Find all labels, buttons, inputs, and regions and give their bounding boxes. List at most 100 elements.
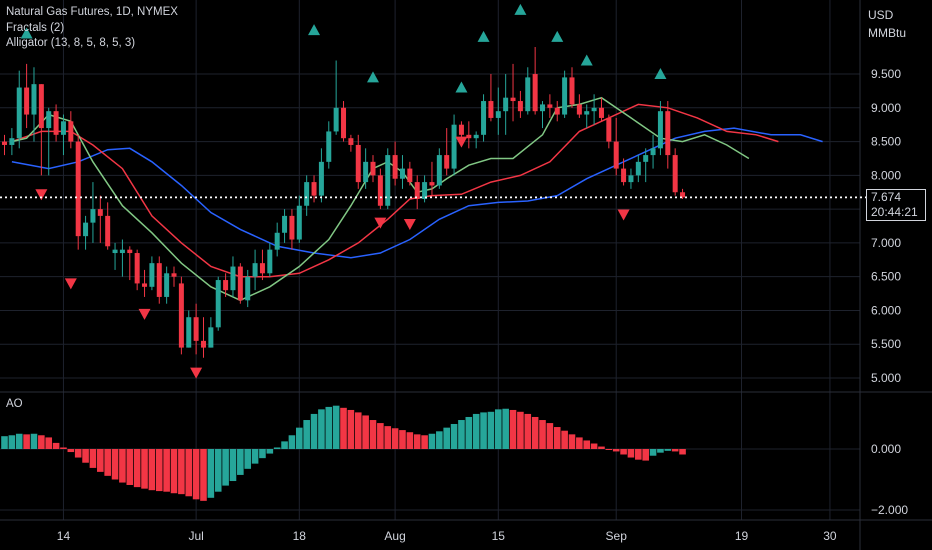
fractal-up-marker — [551, 30, 564, 42]
ao-histogram-bar — [296, 427, 303, 449]
candle-body — [215, 280, 221, 328]
candle-body — [540, 104, 546, 112]
fractal-down-marker — [190, 367, 203, 379]
ao-histogram-bar — [487, 411, 495, 449]
unit-label: MMBtu — [868, 26, 907, 40]
ao-histogram-bar — [340, 407, 347, 449]
ao-histogram-bar — [104, 449, 111, 476]
candle-body — [53, 111, 59, 135]
candle-body — [554, 107, 560, 115]
candle-body — [510, 97, 516, 102]
ao-histogram-bar — [399, 430, 406, 449]
candle-body — [259, 263, 265, 274]
fractal-down-marker — [374, 217, 387, 229]
candle-body — [60, 121, 66, 135]
ao-histogram-bar — [1, 436, 8, 449]
last-price-badge: 7.674 20:44:21 — [866, 189, 926, 221]
fractal-down-marker — [617, 209, 630, 221]
ao-histogram-bar — [450, 423, 458, 449]
alligator-jaw-line — [11, 127, 823, 259]
fractal-up-marker — [580, 54, 593, 66]
candle-body — [598, 107, 604, 118]
ao-histogram-bar — [288, 435, 296, 449]
ao-histogram-bar — [251, 449, 259, 464]
ao-histogram-bar — [244, 449, 252, 469]
ao-histogram-bar — [391, 428, 399, 449]
ao-histogram-bar — [347, 409, 355, 449]
ao-histogram-bar — [384, 426, 392, 449]
candle-body — [178, 283, 184, 348]
fractal-up-marker — [514, 3, 527, 15]
price-tick-label: 7.000 — [871, 236, 901, 250]
candle-body — [643, 155, 649, 162]
alligator-teeth-line — [11, 103, 779, 278]
candle-body — [9, 138, 15, 145]
ao-tick-label: 0.000 — [871, 442, 901, 456]
ao-histogram-bar — [605, 449, 613, 450]
candle-body — [495, 111, 501, 118]
ao-histogram-bar — [465, 416, 473, 449]
ao-histogram-bar — [561, 430, 568, 449]
candle-body — [348, 138, 354, 145]
fractals-indicator-label: Fractals (2) — [6, 21, 65, 34]
candle-body — [584, 111, 590, 115]
fractal-up-marker — [20, 27, 33, 39]
ao-histogram-bar — [649, 449, 657, 456]
candle-body — [149, 263, 155, 287]
candle-body — [569, 77, 575, 105]
candle-body — [171, 273, 177, 277]
ao-histogram-bar — [539, 420, 546, 449]
candle-body — [503, 97, 509, 112]
ao-histogram-bar — [657, 449, 664, 453]
candle-body — [385, 155, 391, 206]
candle-body — [591, 107, 597, 112]
candle-body — [444, 155, 450, 169]
candle-body — [363, 161, 369, 183]
ao-histogram-bar — [207, 449, 215, 498]
ao-histogram-bar — [155, 449, 163, 492]
ao-histogram-bar — [45, 437, 53, 449]
candle-body — [576, 104, 582, 115]
ao-histogram-bar — [598, 446, 605, 449]
ao-histogram-bar — [200, 449, 207, 501]
candle-body — [38, 84, 44, 129]
candle-body — [237, 266, 243, 301]
candle-body — [156, 263, 162, 297]
candle-body — [31, 84, 37, 115]
candle-body — [134, 253, 140, 284]
candle-body — [97, 209, 103, 216]
ao-histogram-bar — [509, 409, 517, 449]
ao-histogram-bar — [222, 449, 229, 486]
ao-histogram-bar — [89, 449, 97, 468]
candle-body — [355, 144, 361, 183]
candle-body — [606, 117, 612, 142]
candle-body — [267, 249, 273, 274]
ao-histogram-bar — [546, 423, 554, 449]
ao-histogram-bar — [229, 449, 237, 482]
ao-histogram-bar — [214, 449, 222, 492]
ao-histogram-bar — [273, 447, 281, 449]
candle-body — [517, 101, 523, 112]
ao-histogram-bar — [531, 416, 539, 449]
ao-histogram-bar — [332, 405, 340, 449]
ao-histogram-bar — [480, 412, 487, 449]
ao-histogram-bar — [642, 449, 649, 461]
ao-histogram-bar — [576, 437, 583, 449]
fractal-up-marker — [654, 68, 667, 80]
ao-tick-label: −2.000 — [871, 503, 908, 517]
ao-histogram-bar — [178, 449, 185, 495]
ao-histogram-bar — [553, 427, 561, 449]
candle-body — [657, 111, 663, 149]
candle-body — [90, 209, 96, 223]
fractal-up-marker — [455, 81, 468, 93]
candle-body — [407, 168, 413, 183]
fractal-down-marker — [455, 136, 468, 148]
price-tick-label: 8.000 — [871, 168, 901, 182]
time-tick-label: 18 — [293, 529, 307, 543]
candle-body — [532, 74, 538, 112]
ao-histogram-bar — [163, 449, 170, 492]
candle-body — [392, 155, 398, 179]
ao-histogram-bar — [620, 449, 627, 455]
ao-histogram-bar — [119, 449, 126, 483]
